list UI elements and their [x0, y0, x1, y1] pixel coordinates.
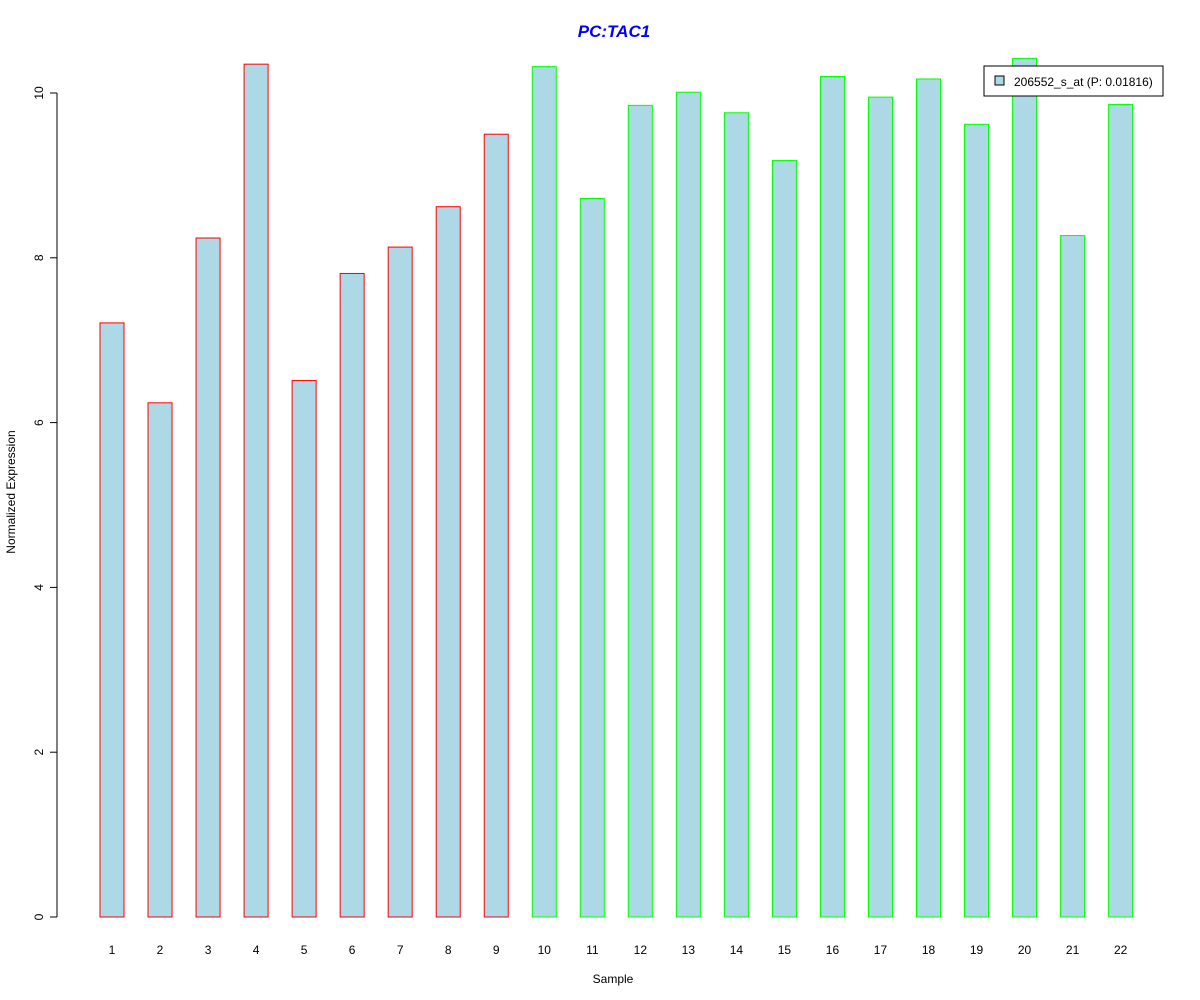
x-tick-label: 17 [874, 943, 888, 957]
x-tick-label: 6 [349, 943, 356, 957]
x-tick-label: 5 [301, 943, 308, 957]
bar-sample-14 [723, 112, 749, 918]
x-tick-label: 19 [970, 943, 984, 957]
legend: 206552_s_at (P: 0.01816) [983, 65, 1164, 97]
legend-box [983, 65, 1164, 97]
bar-sample-21 [1060, 235, 1086, 918]
bar-sample-20 [1012, 57, 1038, 918]
y-tick-label: 0 [32, 913, 46, 920]
bar-sample-1 [99, 322, 125, 918]
bar-sample-10 [531, 66, 557, 918]
y-tick-label: 2 [32, 749, 46, 756]
bar-sample-12 [627, 104, 653, 918]
bar-sample-8 [435, 206, 461, 918]
x-tick-label: 21 [1066, 943, 1080, 957]
bar-sample-22 [1108, 104, 1134, 918]
x-tick-label: 14 [730, 943, 744, 957]
x-tick-label: 11 [586, 943, 599, 957]
legend-label: 206552_s_at (P: 0.01816) [1014, 75, 1153, 89]
x-tick-label: 16 [826, 943, 840, 957]
x-tick-label: 15 [778, 943, 792, 957]
x-tick-label: 13 [682, 943, 696, 957]
bar-sample-3 [195, 237, 221, 918]
bar-sample-18 [916, 78, 942, 918]
bar-sample-7 [387, 246, 413, 918]
bar-sample-16 [819, 76, 845, 918]
x-axis-title: Sample [593, 972, 634, 986]
y-tick-label: 10 [32, 86, 46, 100]
x-tick-label: 1 [109, 943, 116, 957]
y-axis-title: Normalized Expression [4, 430, 18, 553]
bar-sample-17 [867, 96, 893, 918]
bar-sample-11 [579, 197, 605, 918]
bar-sample-5 [291, 380, 317, 918]
bar-sample-15 [771, 160, 797, 918]
bar-sample-19 [964, 123, 990, 918]
bar-sample-13 [675, 91, 701, 918]
x-tick-label: 20 [1018, 943, 1032, 957]
bars-group [99, 57, 1134, 918]
x-tick-label: 22 [1114, 943, 1128, 957]
chart-title: PC:TAC1 [578, 22, 650, 41]
x-tick-label: 9 [493, 943, 500, 957]
y-tick-label: 4 [32, 584, 46, 591]
y-tick-label: 6 [32, 419, 46, 426]
legend-swatch [994, 75, 1005, 86]
bar-sample-2 [147, 402, 173, 918]
bar-sample-6 [339, 272, 365, 918]
x-tick-labels: 1 2 3 4 5 6 7 8 9 10 11 12 13 14 15 16 17 18 19 20 21 22 [109, 943, 1128, 957]
bar-sample-4 [243, 63, 269, 918]
y-axis: 0 2 4 6 8 10 [32, 86, 58, 920]
x-tick-label: 18 [922, 943, 936, 957]
x-tick-label: 2 [157, 943, 164, 957]
x-tick-label: 8 [445, 943, 452, 957]
bar-sample-9 [483, 133, 509, 918]
x-tick-label: 3 [205, 943, 212, 957]
y-tick-label: 8 [32, 254, 46, 261]
x-tick-label: 10 [538, 943, 552, 957]
x-tick-label: 7 [397, 943, 404, 957]
x-tick-label: 12 [634, 943, 648, 957]
x-tick-label: 4 [253, 943, 260, 957]
